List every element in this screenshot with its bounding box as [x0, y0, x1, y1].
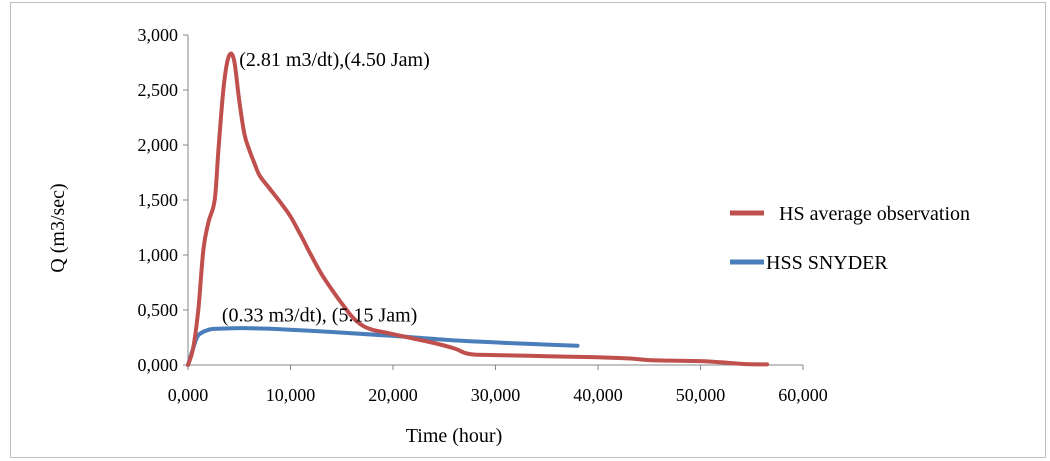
y-tick-label: 3,000 [138, 25, 179, 45]
ticks: 0,000 10,000 20,000 30,000 40,000 50,000 60,00… [138, 25, 828, 405]
y-axis-title: Q (m3/sec) [47, 183, 69, 272]
legend-item: HSS SNYDER [730, 252, 888, 274]
x-tick-label: 20,000 [368, 385, 418, 405]
x-tick-label: 0,000 [168, 385, 209, 405]
x-tick-label: 50,000 [676, 385, 726, 405]
x-tick-label: 40,000 [573, 385, 623, 405]
chart-frame [10, 2, 1046, 458]
x-tick-label: 60,000 [778, 385, 828, 405]
y-tick-label: 2,500 [138, 80, 179, 100]
legend-label-hs-average-observation: HS average observation [779, 203, 970, 225]
y-tick-label: 1,500 [138, 190, 179, 210]
series-group [186, 51, 770, 367]
y-tick-label: 0,000 [138, 355, 179, 375]
x-tick-label: 10,000 [266, 385, 316, 405]
x-tick-label: 30,000 [471, 385, 521, 405]
x-axis-title: Time (hour) [406, 425, 502, 447]
annotation-label: (0.33 m3/dt), (5.15 Jam) [222, 304, 418, 326]
y-tick-label: 2,000 [138, 135, 179, 155]
y-tick-label: 0,500 [138, 300, 179, 320]
annotations: (2.81 m3/dt),(4.50 Jam) (0.33 m3/dt), (5.… [222, 49, 430, 326]
legend: HS average observation HSS SNYDER [730, 203, 970, 274]
series-line-hs-average-observation [186, 51, 770, 367]
series-line-hss-snyder [186, 326, 580, 367]
legend-label-hss-snyder: HSS SNYDER [766, 252, 888, 274]
annotation-label: (2.81 m3/dt),(4.50 Jam) [239, 49, 430, 71]
legend-item: HS average observation [730, 203, 970, 225]
y-tick-label: 1,000 [138, 245, 179, 265]
